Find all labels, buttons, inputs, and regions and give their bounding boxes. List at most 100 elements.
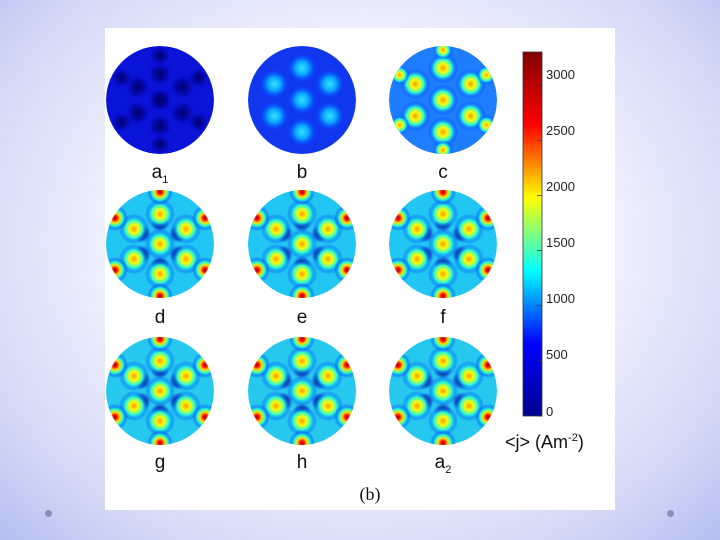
edge-hotspot	[334, 257, 356, 283]
current-spot	[287, 346, 317, 376]
edge-hotspot	[334, 205, 356, 231]
colorbar-unit-label: <j> (Am-2)	[505, 432, 584, 453]
edge-spot	[476, 115, 497, 135]
current-spot	[428, 117, 458, 147]
heatmap-grid	[106, 46, 543, 445]
panel-label-a1: a1	[130, 162, 190, 186]
edge-hotspot	[389, 352, 411, 378]
edge-hotspot	[475, 404, 497, 430]
heatmap-panel-f	[389, 190, 497, 298]
edge-spot	[389, 65, 410, 85]
heatmap-panel-e	[248, 190, 356, 298]
edge-hotspot	[248, 205, 270, 231]
edge-hotspot	[389, 404, 411, 430]
colorbar-tick-0: 0	[546, 404, 554, 419]
edge-hotspot	[289, 337, 315, 352]
colorbar-tick-500: 500	[546, 347, 568, 362]
current-spot	[145, 229, 175, 259]
panel-letter: a	[151, 162, 163, 183]
minimum-spot	[125, 75, 150, 99]
current-spot	[145, 406, 175, 436]
minimum-spot	[148, 62, 172, 86]
current-spot	[428, 229, 458, 259]
current-spot	[287, 229, 317, 259]
heatmap-panel-g	[106, 337, 214, 445]
minimum-spot	[188, 67, 209, 88]
edge-spot	[476, 65, 497, 85]
minimum-spot	[170, 75, 195, 99]
current-spot	[287, 376, 317, 406]
panel-subscript: 1	[162, 173, 169, 186]
edge-hotspot	[430, 337, 456, 352]
colorbar-tick-2500: 2500	[546, 123, 575, 138]
edge-hotspot	[192, 205, 214, 231]
current-spot	[428, 259, 458, 289]
colorbar-unit-close: )	[577, 432, 584, 452]
current-spot	[428, 199, 458, 229]
current-spot	[428, 85, 458, 115]
colorbar-unit-base: <j> (Am	[505, 432, 569, 452]
heatmap-panel-a1	[106, 46, 214, 154]
current-spot	[287, 259, 317, 289]
colorbar-tick-2000: 2000	[546, 179, 575, 194]
edge-hotspot	[192, 257, 214, 283]
minimum-spot	[111, 112, 132, 133]
current-spot	[145, 259, 175, 289]
current-spot	[145, 376, 175, 406]
edge-hotspot	[389, 257, 411, 283]
panel-letter: f	[440, 307, 446, 328]
edge-hotspot	[475, 205, 497, 231]
heatmap-panel-h	[248, 337, 356, 445]
minimum-spot	[148, 114, 172, 138]
edge-hotspot	[289, 283, 315, 298]
current-spot	[145, 199, 175, 229]
figure-panel: a1 b c d e f g h a2 3000 2500 2000 1500 1000 500…	[105, 28, 615, 510]
current-spot	[428, 406, 458, 436]
edge-hotspot	[289, 430, 315, 445]
panel-subscript: 2	[445, 463, 452, 476]
current-spot	[287, 117, 317, 147]
panel-label-d: d	[130, 307, 190, 329]
current-spot	[259, 101, 290, 131]
colorbar-tick-1000: 1000	[546, 291, 575, 306]
minimum-spot	[150, 134, 170, 154]
edge-hotspot	[334, 404, 356, 430]
current-spot	[287, 406, 317, 436]
panel-label-f: f	[413, 307, 473, 329]
current-spot	[287, 199, 317, 229]
edge-spot	[433, 140, 453, 154]
current-spot	[314, 101, 345, 131]
panel-label-h: h	[272, 452, 332, 474]
minimum-spot	[150, 90, 170, 110]
edge-hotspot	[192, 404, 214, 430]
panel-letter: c	[438, 162, 448, 183]
edge-hotspot	[147, 283, 173, 298]
figure-caption: (b)	[359, 484, 381, 504]
panel-letter: b	[296, 162, 308, 183]
edge-hotspot	[248, 257, 270, 283]
panel-label-a2: a2	[413, 452, 473, 476]
panel-label-e: e	[272, 307, 332, 329]
edge-hotspot	[147, 430, 173, 445]
edge-hotspot	[430, 190, 456, 205]
panel-letter: a	[434, 452, 446, 473]
current-spot	[145, 346, 175, 376]
panel-label-c: c	[413, 162, 473, 184]
edge-hotspot	[248, 352, 270, 378]
heatmap-panel-c	[389, 46, 497, 154]
edge-spot	[433, 46, 453, 60]
current-spot	[428, 376, 458, 406]
colorbar-tick-3000: 3000	[546, 67, 575, 82]
current-spot	[428, 346, 458, 376]
colorbar-unit-exponent: -2	[568, 432, 578, 444]
minimum-spot	[188, 112, 209, 133]
edge-hotspot	[192, 352, 214, 378]
slide-bullet-dot-right	[667, 510, 674, 517]
current-spot	[287, 85, 317, 115]
current-spot	[428, 53, 458, 83]
edge-hotspot	[289, 190, 315, 205]
slide-bullet-dot-left	[45, 510, 52, 517]
minimum-spot	[150, 46, 170, 66]
panel-letter: g	[154, 452, 166, 473]
